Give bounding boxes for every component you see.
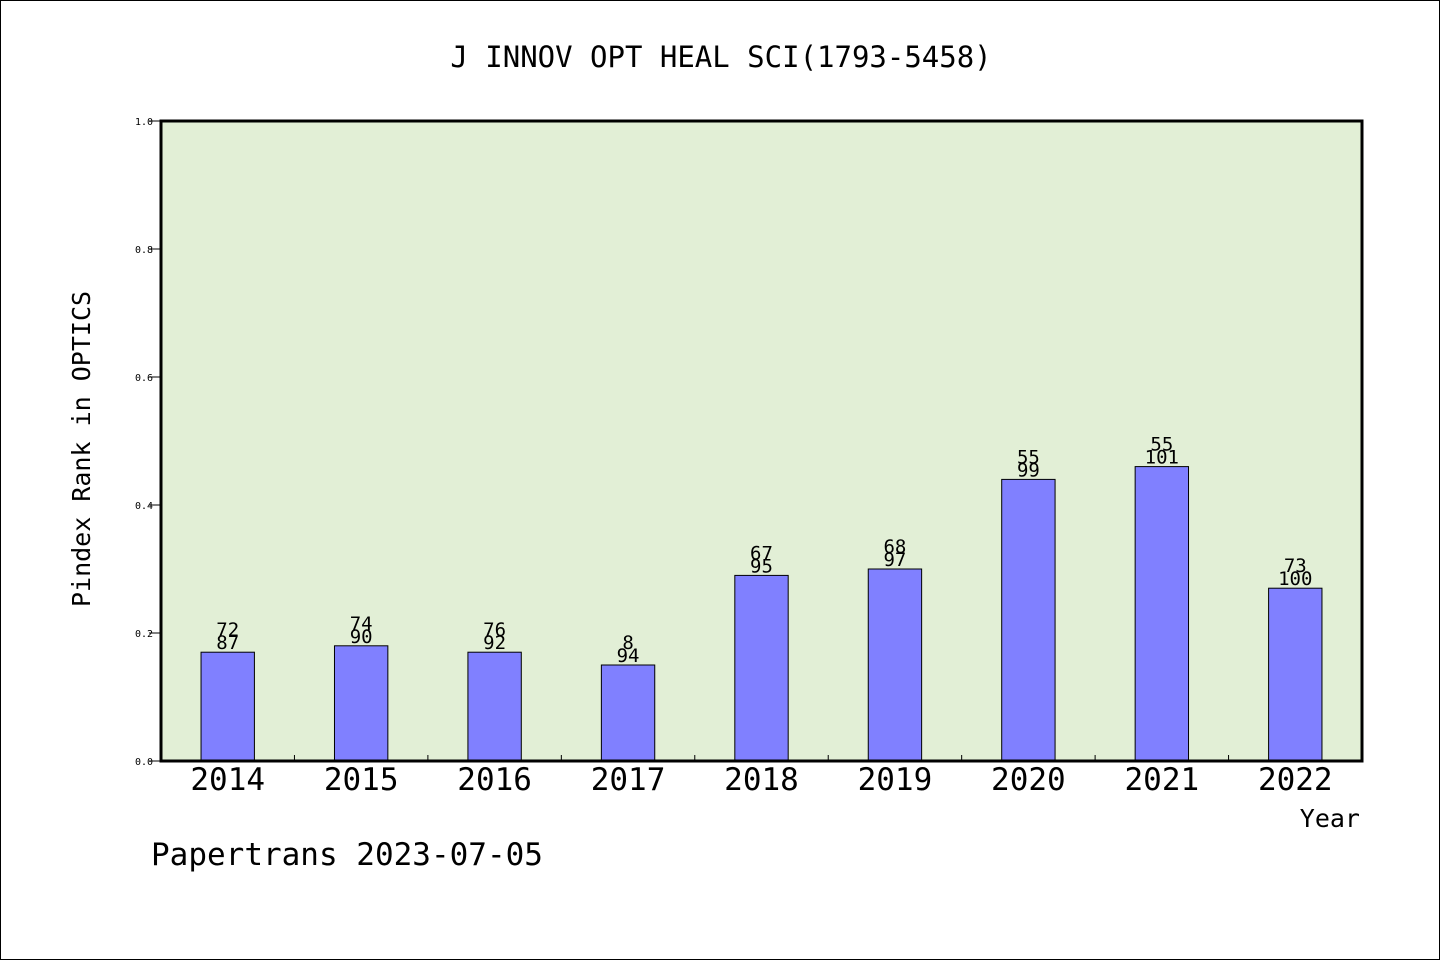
bar-total-label: 87	[216, 632, 239, 654]
x-tick-label: 2020	[991, 762, 1066, 798]
bar-2019	[867, 568, 923, 762]
bar-rank-label: 68	[883, 536, 906, 558]
y-tick-label: 0.0	[135, 757, 153, 768]
x-tick-label: 2018	[724, 762, 799, 798]
x-tick-labels: 2014 2015 2016 2017 2018 2019 2020 2021 2022	[190, 762, 1332, 798]
x-tick-label: 2016	[457, 762, 532, 798]
bar-2018	[734, 574, 789, 762]
x-tick-label: 2022	[1258, 762, 1333, 798]
bar-rank-label: 72	[216, 619, 239, 641]
watermark-text: Papertrans 2023-07-05	[151, 837, 543, 873]
y-tick-label: 1.0	[135, 117, 153, 128]
bars	[200, 466, 1323, 762]
bar-total-label: 95	[750, 555, 773, 577]
x-tick-label: 2021	[1125, 762, 1200, 798]
bar-2021	[1134, 466, 1190, 762]
bar-total-label: 99	[1017, 459, 1040, 481]
bar-total-label: 92	[483, 632, 506, 654]
bar-2016	[467, 651, 522, 762]
bar-2014	[200, 651, 255, 762]
plot-border	[159, 119, 1364, 763]
chart-title: J INNOV OPT HEAL SCI(1793-5458)	[450, 40, 991, 74]
bar-total-label: 100	[1278, 568, 1312, 590]
x-tick-label: 2015	[324, 762, 399, 798]
bar-total-label: 94	[617, 645, 640, 667]
y-axis-label: Pindex Rank in OPTICS	[67, 291, 96, 607]
bar-rank-label: 76	[483, 619, 506, 641]
y-tick-label: 0.4	[135, 501, 153, 512]
bar-rank-label: 74	[350, 613, 373, 635]
bar-rank-label: 67	[750, 542, 773, 564]
x-tick-label: 2017	[591, 762, 666, 798]
y-axis-ticks: 0.0 0.2 0.4 0.6 0.8 1.0	[135, 117, 161, 768]
bar-rank-label: 55	[1017, 446, 1040, 468]
bar-total-label: 101	[1145, 447, 1179, 469]
bar-total-label: 97	[883, 549, 906, 571]
bar-2022	[1268, 587, 1323, 762]
bar-rank-label: 73	[1284, 555, 1307, 577]
bar-rank-label: 8	[622, 632, 633, 654]
bar-2020	[1001, 478, 1056, 762]
y-tick-label: 0.6	[135, 373, 153, 384]
x-tick-label: 2019	[858, 762, 933, 798]
y-tick-label: 0.8	[135, 245, 153, 256]
y-tick-label: 0.2	[135, 629, 153, 640]
bar-total-label: 90	[350, 626, 373, 648]
bar-2015	[333, 645, 389, 762]
x-tick-label: 2014	[190, 762, 265, 798]
bar-rank-label: 55	[1150, 434, 1173, 456]
x-axis-label: Year	[1300, 804, 1360, 833]
bar-2017	[600, 664, 656, 762]
